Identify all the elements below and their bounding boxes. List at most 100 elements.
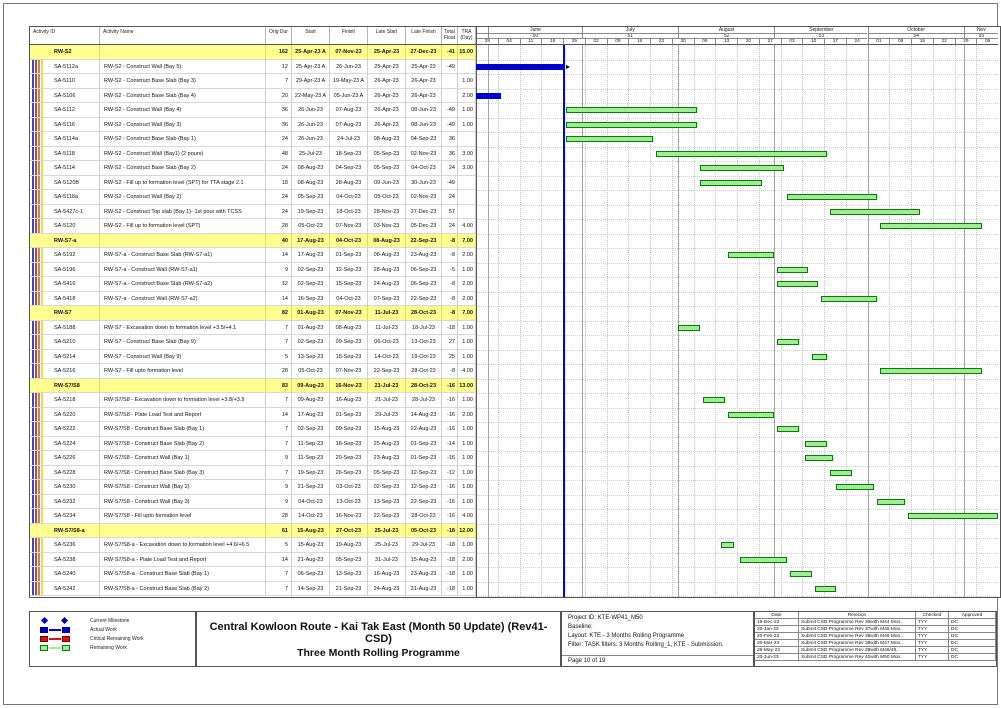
month-gridline <box>867 45 869 597</box>
week-gridline <box>737 45 738 597</box>
cell-id: SA-5114 <box>43 161 100 176</box>
timeline-day-cell: 09 <box>606 39 629 45</box>
cell-start: 11-Sep-23 <box>292 451 330 466</box>
cell-late_start: 08-Aug-23 <box>368 233 406 248</box>
month-gridline <box>581 45 583 597</box>
cell-name: RW-S2 - Construct Wall (Bay 3) <box>100 117 266 132</box>
revision-cell: Submit CSD Programme Rev 36with M44 Mon.… <box>799 619 916 626</box>
cell-float: 24 <box>442 161 458 176</box>
cell-late_start: 11-Jul-23 <box>368 306 406 321</box>
cell-float: -8 <box>442 277 458 292</box>
timeline-day-cell: 25 <box>563 39 585 45</box>
cell-late_start: 29-Jul-23 <box>368 407 406 422</box>
week-gridline <box>845 45 847 597</box>
cell-name <box>100 233 266 248</box>
cell-name: RW-S7/S8-a - Plate Load Test and Report <box>100 552 266 567</box>
cell-id: SA-5220 <box>43 407 100 422</box>
legend-item: Current Milestone <box>38 616 188 625</box>
activity-row: SA-5222 RW-S7/S8 - Construct Base Slab (B… <box>30 422 476 437</box>
cell-finish: 26-Jun-23 <box>330 59 368 74</box>
cell-name: RW-S7/S8 - Construct Wall (Bay 1) <box>100 451 266 466</box>
cell-dur: 24 <box>266 190 292 205</box>
summary-row-highlight <box>30 233 476 248</box>
timeline-day-cell: 16 <box>628 39 650 45</box>
cell-late_finish: 26-Apr-23 <box>406 88 442 103</box>
cell-late_finish: 08-Jun-23 <box>406 103 442 118</box>
milestone-icon <box>40 616 49 625</box>
remaining-work-bar <box>811 353 828 360</box>
activity-row: SA-5116 RW-S2 - Construct Wall (Bay 3) 36 2… <box>30 117 476 132</box>
summary-row-highlight <box>30 306 476 321</box>
legend-bar-cap-icon <box>62 645 70 651</box>
activity-row: SA-5114 RW-S2 - Construct Base Slab (Bay … <box>30 161 476 176</box>
cell-dur: 5 <box>266 349 292 364</box>
cell-dur: 9 <box>266 451 292 466</box>
cell-late_finish: 06-Sep-23 <box>406 262 442 277</box>
cell-late_finish: 25-Apr-23 <box>406 59 442 74</box>
timeline-week-cell: 50 <box>488 34 582 39</box>
group-stripe <box>32 45 34 596</box>
cell-float: -8 <box>442 306 458 321</box>
cell-start: 25-Apr-23 A <box>292 59 330 74</box>
cell-start: 25-Jul-23 <box>292 146 330 161</box>
remaining-work-bar <box>721 542 734 549</box>
cell-start: 11-Sep-23 <box>292 436 330 451</box>
cell-start: 04-Oct-23 <box>292 494 330 509</box>
cell-float: -8 <box>442 248 458 263</box>
cell-late_finish: 30-Jun-23 <box>406 175 442 190</box>
cell-float: -49 <box>442 175 458 190</box>
cell-tra: 3.00 <box>458 161 476 176</box>
revision-cell: TYY <box>916 619 949 626</box>
week-gridline <box>628 45 630 597</box>
cell-id: SA-5112 <box>43 103 100 118</box>
cell-finish: 18-Oct-23 <box>330 204 368 219</box>
cell-late_start: 16-Aug-23 <box>368 567 406 582</box>
cell-dur: 48 <box>266 146 292 161</box>
cell-name <box>100 378 266 393</box>
table-header-divider <box>30 44 476 45</box>
column-header: Activity ID <box>30 27 100 45</box>
cell-id: RW-S7-a <box>43 233 100 248</box>
cell-id: SA-5218 <box>43 393 100 408</box>
cell-late_finish: 28-Oct-23 <box>406 364 442 379</box>
cell-finish: 07-Nov-23 <box>330 306 368 321</box>
cell-finish: 04-Oct-23 <box>330 233 368 248</box>
cell-id: SA-5234 <box>43 509 100 524</box>
cell-tra: 1.00 <box>458 349 476 364</box>
cell-finish: 16-Nov-23 <box>330 378 368 393</box>
cell-finish: 13-Oct-23 <box>330 494 368 509</box>
activity-row: SA-5242 RW-S7/S8-a - Construct Base Slab … <box>30 581 476 596</box>
cell-finish: 20-Sep-23 <box>330 451 368 466</box>
cell-late_start: 26-Apr-23 <box>368 117 406 132</box>
remaining-work-bar <box>777 281 818 288</box>
cell-late_start: 24-Aug-23 <box>368 277 406 292</box>
cell-start: 26-Jun-23 <box>292 117 330 132</box>
remaining-work-bar <box>702 397 725 404</box>
month-gridline <box>774 45 776 597</box>
activity-row: SA-5418 RW-S7-a - Construct Wall (RW-S7-a… <box>30 291 476 306</box>
column-header: Late Start <box>368 27 406 45</box>
cell-start: 17-Aug-23 <box>292 233 330 248</box>
cell-name: RW-S7 - Construct Base Slab (Bay 9) <box>100 335 266 350</box>
cell-tra: 2.00 <box>458 291 476 306</box>
activity-row: SA-5106 RW-S2 - Construct Base Slab (Bay … <box>30 88 476 103</box>
cell-finish: 07-Aug-23 <box>330 117 368 132</box>
cell-tra: 1.00 <box>458 480 476 495</box>
cell-finish: 04-Oct-23 <box>330 291 368 306</box>
cell-late_finish: 22-Sep-23 <box>406 291 442 306</box>
remaining-work-bar <box>789 571 812 578</box>
timeline-day-cell: 15 <box>911 39 933 45</box>
cell-late_finish: 23-Aug-23 <box>406 248 442 263</box>
cell-late_start: 03-Nov-23 <box>368 219 406 234</box>
cell-finish: 07-Nov-23 <box>330 364 368 379</box>
cell-start: 08-Aug-23 <box>292 175 330 190</box>
cell-finish: 08-Aug-23 <box>330 320 368 335</box>
cell-start: 06-Sep-23 <box>292 567 330 582</box>
cell-start: 26-Jun-23 <box>292 132 330 147</box>
cell-late_finish: 01-Sep-23 <box>406 451 442 466</box>
column-header: Activity Name <box>100 27 266 45</box>
cell-late_start: 28-Aug-23 <box>368 262 406 277</box>
cell-name: RW-S2 - Construct Top slab (Bay 1)- 1st … <box>100 204 266 219</box>
cell-start: 19-Sep-23 <box>292 465 330 480</box>
cell-float: -18 <box>442 538 458 553</box>
